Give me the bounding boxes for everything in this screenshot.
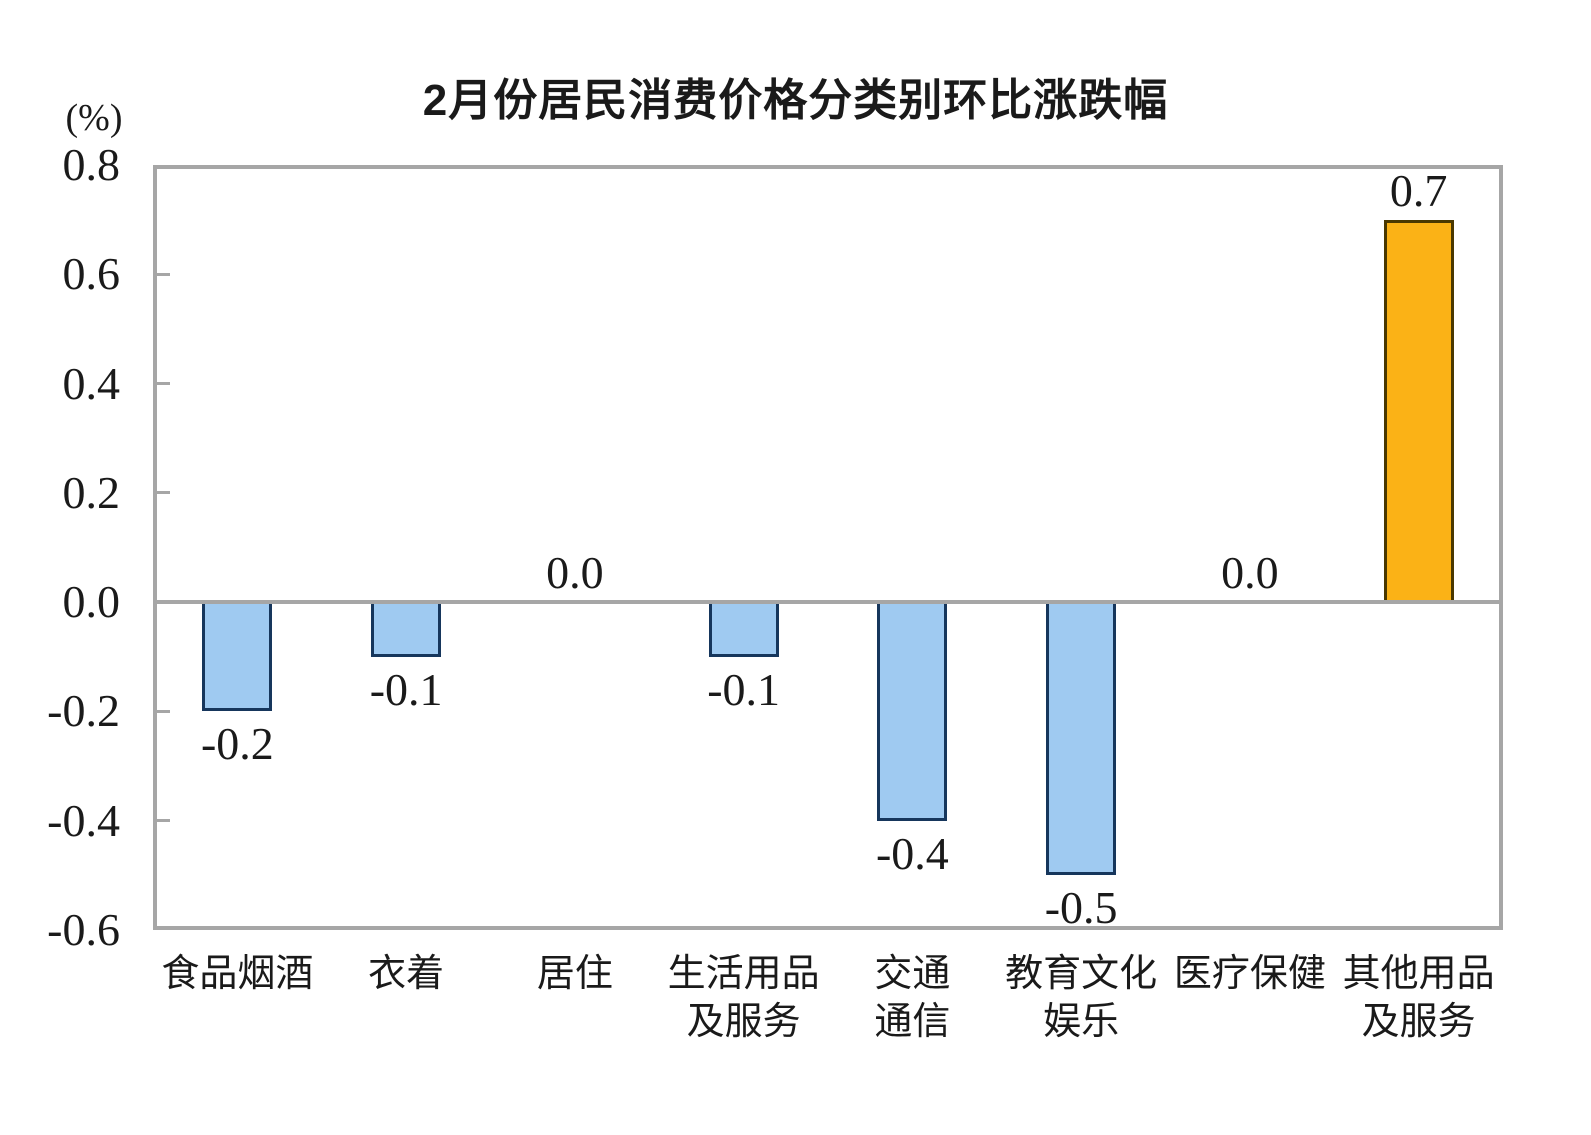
bar-value-label: -0.2 <box>200 718 274 770</box>
bar-value-label: 0.0 <box>546 547 604 599</box>
y-axis-tick-label: -0.6 <box>47 904 120 955</box>
bar-value-label: -0.1 <box>707 663 781 715</box>
x-axis-category-label: 食品烟酒 <box>161 953 314 995</box>
x-axis-category-label: 教育文化 娱乐 <box>1005 953 1158 1043</box>
y-axis-tick-label: 0.8 <box>62 139 121 190</box>
bar-value-label: -0.5 <box>1044 882 1118 934</box>
y-axis-tick <box>157 709 170 713</box>
bar <box>371 600 442 657</box>
y-axis-tick <box>157 491 170 495</box>
bar <box>1046 600 1117 876</box>
y-axis-tick-label: 0.6 <box>62 248 121 300</box>
x-axis-category-label: 医疗保健 <box>1173 953 1326 995</box>
y-axis-tick <box>157 382 170 386</box>
y-axis-tick-label: 0.2 <box>62 466 121 518</box>
plot-border <box>153 165 1503 930</box>
bar <box>1383 219 1454 605</box>
bar-value-label: -0.1 <box>369 663 443 715</box>
y-axis-tick-label: 0.0 <box>62 576 121 628</box>
y-axis-tick-label: 0.4 <box>62 357 121 409</box>
bar <box>202 600 273 712</box>
x-axis-category-label: 生活用品 及服务 <box>667 953 820 1043</box>
y-axis-tick <box>157 272 170 276</box>
y-axis-tick <box>157 819 170 823</box>
x-axis-category-label: 交通 通信 <box>874 953 951 1043</box>
bar <box>708 600 779 657</box>
chart-title: 2月份居民消费价格分类别环比涨跌幅 <box>422 76 1169 125</box>
x-axis-category-label: 其他用品 及服务 <box>1342 953 1495 1043</box>
y-axis-tick-label: -0.4 <box>47 794 120 846</box>
bar-value-label: -0.4 <box>875 827 949 879</box>
y-axis-unit-label: (%) <box>65 97 123 139</box>
x-axis-category-label: 居住 <box>536 953 613 995</box>
y-axis-tick-label: -0.2 <box>47 685 120 737</box>
bar <box>877 600 948 821</box>
bar-value-label: 0.0 <box>1221 547 1279 599</box>
zero-axis-line <box>156 600 1500 605</box>
bar-value-label: 0.7 <box>1389 164 1448 216</box>
x-axis-category-label: 衣着 <box>368 953 445 995</box>
